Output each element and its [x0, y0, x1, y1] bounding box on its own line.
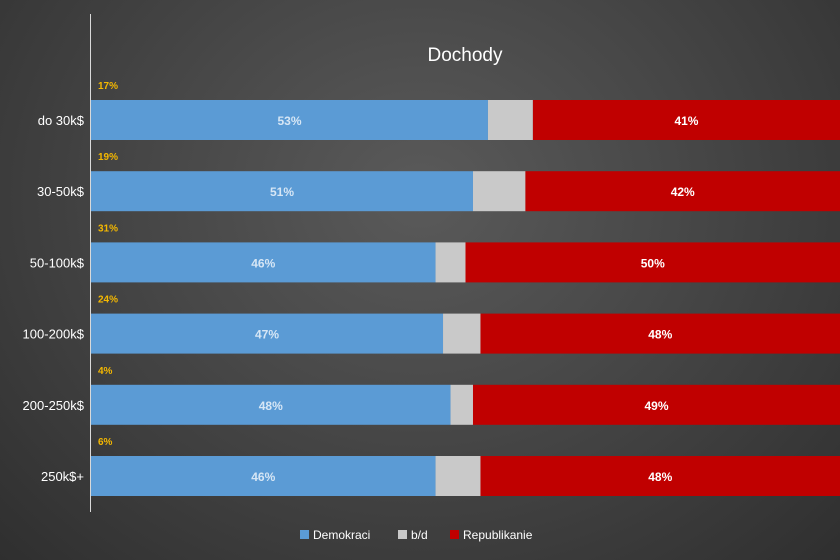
chart-title: Dochody: [428, 45, 503, 66]
bar-segment-b-d: [435, 456, 481, 496]
bar-segment-republikanie: [525, 171, 840, 212]
category-label: 30-50k$: [37, 184, 85, 199]
category-share-label: 31%: [98, 223, 118, 234]
bar-segment-demokraci: [91, 313, 444, 354]
bar-segment-republikanie: [472, 384, 840, 425]
category-label: 200-250k$: [23, 398, 85, 413]
data-label: 50%: [641, 256, 665, 270]
data-label: 42%: [671, 185, 695, 199]
bar-segment-b-d: [472, 171, 526, 212]
legend-swatch: [398, 530, 407, 539]
bar-segment-b-d: [435, 242, 466, 283]
legend-label: b/d: [411, 528, 428, 542]
legend-swatch: [300, 530, 309, 539]
category-share-label: 17%: [98, 81, 118, 92]
category-label: 50-100k$: [30, 255, 85, 270]
bar-segment-demokraci: [91, 384, 451, 425]
bar-segment-demokraci: [91, 171, 473, 212]
data-label: 41%: [674, 114, 698, 128]
category-label: 250k$+: [41, 469, 84, 484]
data-label: 46%: [251, 256, 275, 270]
category-share-label: 6%: [98, 437, 113, 448]
bar-segment-b-d: [487, 100, 533, 140]
category-label: do 30k$: [38, 113, 85, 128]
bar-segment-demokraci: [91, 242, 436, 283]
bar-segment-republikanie: [465, 242, 840, 283]
legend: Demokraci b/d Republikanie: [300, 528, 533, 542]
bar-segment-demokraci: [91, 456, 436, 496]
category-share-label: 4%: [98, 366, 113, 377]
data-label: 48%: [648, 470, 672, 484]
legend-label: Demokraci: [313, 528, 370, 542]
legend-label: Republikanie: [463, 528, 533, 542]
bar-segment-republikanie: [480, 456, 840, 496]
data-label: 53%: [277, 114, 301, 128]
data-label: 49%: [644, 399, 668, 413]
legend-swatch: [450, 530, 459, 539]
bar-segment-b-d: [450, 384, 473, 425]
data-label: 46%: [251, 470, 275, 484]
category-label: 100-200k$: [23, 327, 85, 342]
category-share-label: 19%: [98, 152, 118, 163]
bar-segment-demokraci: [91, 100, 488, 140]
category-share-label: 24%: [98, 295, 118, 306]
data-label: 47%: [255, 328, 279, 342]
bar-segment-republikanie: [480, 313, 840, 354]
data-label: 48%: [648, 328, 672, 342]
data-label: 51%: [270, 185, 294, 199]
data-label: 48%: [259, 399, 283, 413]
bar-segment-b-d: [443, 313, 481, 354]
bar-segment-republikanie: [532, 100, 840, 140]
bars-layer: do 30k$ 17% 53% 41% 30-50k$ 19% 51% 42% 50-100k$…: [23, 81, 840, 496]
